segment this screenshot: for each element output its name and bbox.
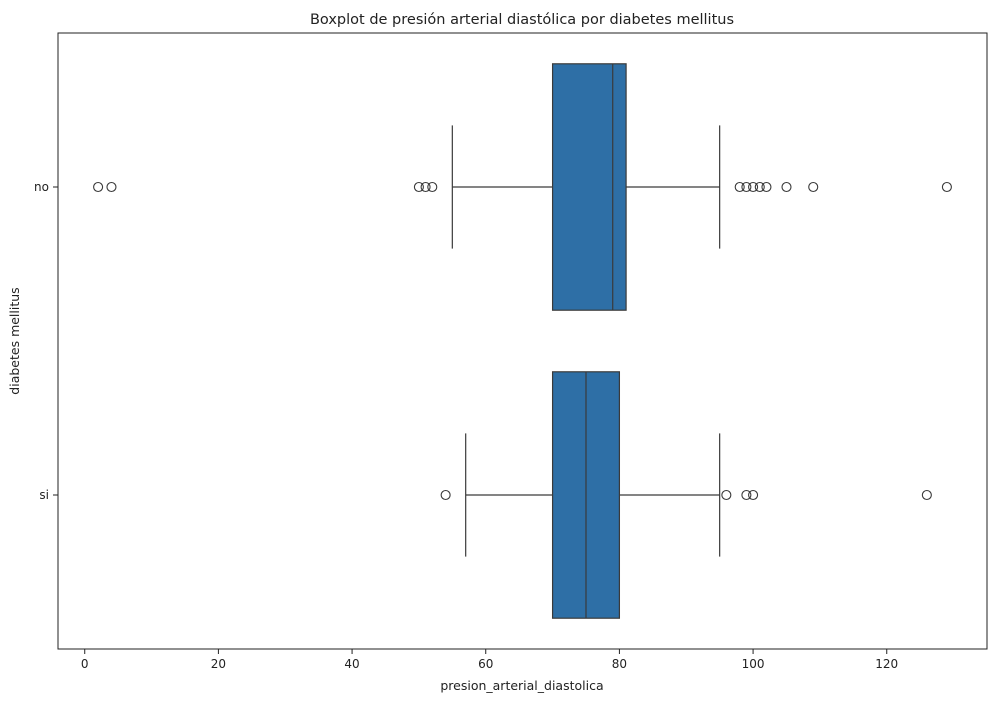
outlier-point [93, 181, 104, 193]
x-axis: 0 20 40 60 80 100 120 [81, 649, 898, 671]
y-axis-label: diabetes mellitus [7, 287, 22, 394]
outlier-point [413, 181, 424, 193]
outlier-point [808, 181, 819, 193]
y-axis: no si [34, 180, 58, 502]
outlier-point [921, 489, 932, 501]
box-group-no [93, 63, 952, 311]
outlier-point [721, 489, 732, 501]
outlier-point [741, 489, 752, 501]
outlier-point [941, 181, 952, 193]
x-axis-label: presion_arterial_diastolica [440, 678, 603, 693]
outlier-point [741, 181, 752, 193]
outlier-point [427, 181, 438, 193]
y-tick-label: si [39, 488, 49, 502]
x-tick-label: 100 [742, 657, 765, 671]
x-tick-label: 120 [875, 657, 898, 671]
plot-area-frame [57, 32, 988, 650]
iqr-box [551, 63, 627, 311]
boxes-layer [93, 63, 952, 619]
outlier-point [440, 489, 451, 501]
box-group-si [440, 371, 932, 619]
x-tick-label: 0 [81, 657, 89, 671]
outlier-point [748, 489, 759, 501]
x-tick-label: 40 [344, 657, 359, 671]
outlier-point [761, 181, 772, 193]
outlier-point [420, 181, 431, 193]
outlier-point [781, 181, 792, 193]
outlier-point [106, 181, 117, 193]
outlier-point [754, 181, 765, 193]
x-tick-label: 20 [211, 657, 226, 671]
y-tick-label: no [34, 180, 49, 194]
outlier-point [734, 181, 745, 193]
chart-title: Boxplot de presión arterial diastólica p… [310, 12, 734, 28]
x-tick-label: 60 [478, 657, 493, 671]
outlier-point [748, 181, 759, 193]
x-tick-label: 80 [612, 657, 627, 671]
